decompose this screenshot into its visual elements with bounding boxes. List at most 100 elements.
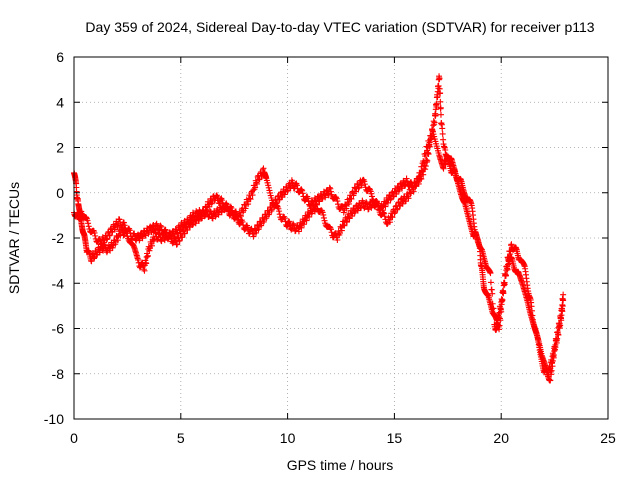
data-point bbox=[560, 297, 567, 304]
data-point bbox=[298, 186, 305, 193]
data-point bbox=[422, 166, 429, 173]
data-point bbox=[505, 254, 512, 261]
data-point bbox=[135, 234, 142, 241]
data-point bbox=[547, 377, 554, 384]
y-axis-label: SDTVAR / TECUs bbox=[6, 182, 22, 294]
data-points bbox=[71, 73, 567, 384]
x-tick-label: 15 bbox=[387, 430, 403, 446]
y-tick-label: -4 bbox=[52, 275, 65, 291]
data-point bbox=[299, 187, 306, 194]
data-point bbox=[284, 188, 291, 195]
data-point bbox=[158, 223, 165, 230]
data-point bbox=[371, 203, 378, 210]
data-point bbox=[354, 207, 361, 214]
data-point bbox=[155, 227, 162, 234]
data-point bbox=[422, 150, 429, 157]
data-point bbox=[107, 247, 114, 254]
data-point bbox=[327, 188, 334, 195]
x-tick-label: 25 bbox=[600, 430, 616, 446]
data-point bbox=[224, 203, 231, 210]
data-point bbox=[163, 229, 170, 236]
data-point bbox=[141, 267, 148, 274]
data-point bbox=[276, 196, 283, 203]
data-point bbox=[139, 235, 146, 242]
data-point bbox=[379, 207, 386, 214]
data-point bbox=[556, 320, 563, 327]
data-point bbox=[103, 236, 110, 243]
data-point bbox=[348, 195, 355, 202]
data-point bbox=[203, 207, 210, 214]
data-point bbox=[266, 187, 273, 194]
data-point bbox=[234, 213, 241, 220]
data-point bbox=[374, 200, 381, 207]
data-point bbox=[302, 214, 309, 221]
data-point bbox=[212, 213, 219, 220]
data-point bbox=[381, 200, 388, 207]
data-point bbox=[432, 112, 439, 119]
data-point bbox=[415, 179, 422, 186]
data-point bbox=[160, 231, 167, 238]
data-point bbox=[342, 202, 349, 209]
data-point bbox=[181, 230, 188, 237]
data-point bbox=[417, 173, 424, 180]
data-point bbox=[552, 341, 559, 348]
data-point bbox=[143, 260, 150, 267]
data-point bbox=[334, 198, 341, 205]
data-point bbox=[92, 232, 99, 239]
data-point bbox=[343, 219, 350, 226]
data-point bbox=[131, 230, 138, 237]
data-point bbox=[393, 206, 400, 213]
data-point bbox=[114, 234, 121, 241]
data-point bbox=[215, 211, 222, 218]
data-point bbox=[167, 232, 174, 239]
data-point bbox=[106, 232, 113, 239]
data-point bbox=[368, 193, 375, 200]
data-point bbox=[219, 197, 226, 204]
data-point bbox=[548, 367, 555, 374]
data-point bbox=[396, 202, 403, 209]
data-point bbox=[247, 196, 254, 203]
data-point bbox=[499, 296, 506, 303]
data-point bbox=[245, 201, 252, 208]
data-point bbox=[146, 247, 153, 254]
data-point bbox=[304, 195, 311, 202]
data-point bbox=[426, 139, 433, 146]
data-point bbox=[293, 182, 300, 189]
data-point bbox=[328, 229, 335, 236]
data-point bbox=[191, 214, 198, 221]
data-point bbox=[500, 290, 507, 297]
data-point bbox=[502, 272, 509, 279]
data-point bbox=[397, 202, 404, 209]
data-point bbox=[98, 240, 105, 247]
data-point bbox=[151, 225, 158, 232]
data-point bbox=[433, 100, 440, 107]
data-point bbox=[174, 241, 181, 248]
data-point bbox=[214, 194, 221, 201]
data-point bbox=[252, 184, 259, 191]
data-point bbox=[437, 104, 444, 111]
data-point bbox=[431, 119, 438, 126]
data-point bbox=[434, 93, 441, 100]
data-point bbox=[147, 223, 154, 230]
data-point bbox=[303, 217, 310, 224]
data-point bbox=[153, 220, 160, 227]
data-point bbox=[497, 317, 504, 324]
data-point bbox=[437, 111, 444, 118]
data-point bbox=[489, 290, 496, 297]
data-point bbox=[437, 90, 444, 97]
data-point bbox=[276, 208, 283, 215]
data-point bbox=[560, 291, 567, 298]
y-tick-label: -6 bbox=[52, 321, 65, 337]
data-point bbox=[169, 240, 176, 247]
data-point bbox=[279, 194, 286, 201]
data-point bbox=[361, 181, 368, 188]
data-point bbox=[382, 216, 389, 223]
data-point bbox=[213, 192, 220, 199]
data-point bbox=[199, 215, 206, 222]
data-point bbox=[439, 130, 446, 137]
data-point bbox=[116, 216, 123, 223]
data-point bbox=[498, 308, 505, 315]
data-point bbox=[338, 203, 345, 210]
data-point bbox=[422, 163, 429, 170]
data-point bbox=[101, 239, 108, 246]
